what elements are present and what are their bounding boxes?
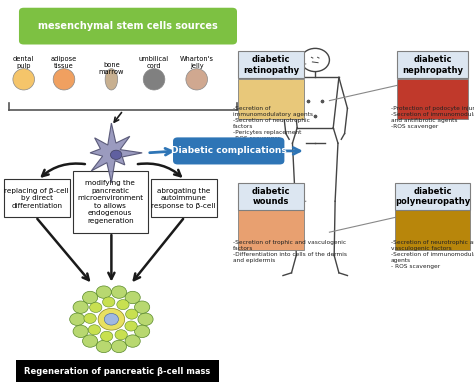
- Ellipse shape: [186, 69, 208, 90]
- Circle shape: [84, 313, 96, 324]
- Text: mesenchymal stem cells sources: mesenchymal stem cells sources: [38, 21, 218, 31]
- Circle shape: [117, 300, 129, 310]
- Circle shape: [125, 335, 140, 347]
- Circle shape: [135, 325, 150, 337]
- Ellipse shape: [143, 69, 165, 90]
- Text: -Secretion of
immunomodulatory agents
-Secretion of neurotrophic
factors
-Pericy: -Secretion of immunomodulatory agents -S…: [233, 106, 313, 141]
- Text: bone
marrow: bone marrow: [99, 62, 124, 75]
- Circle shape: [70, 313, 85, 325]
- Text: modifying the
pancreatic
microenvironment
to allows
endogenous
regeneration: modifying the pancreatic microenvironmen…: [77, 180, 143, 224]
- FancyBboxPatch shape: [238, 210, 304, 250]
- FancyBboxPatch shape: [397, 51, 468, 78]
- Circle shape: [125, 321, 137, 331]
- Circle shape: [126, 309, 138, 319]
- Circle shape: [73, 301, 88, 313]
- Circle shape: [96, 340, 111, 353]
- Text: -Secretion of trophic and vasculogenic
factors
-Differentiation into cells of th: -Secretion of trophic and vasculogenic f…: [233, 240, 347, 263]
- Circle shape: [88, 325, 100, 335]
- Circle shape: [82, 335, 98, 347]
- Circle shape: [100, 331, 113, 341]
- Text: Diabetic complications: Diabetic complications: [171, 146, 287, 156]
- Text: diabetic
retinopathy: diabetic retinopathy: [243, 55, 300, 75]
- Text: diabetic
polyneuropathy: diabetic polyneuropathy: [395, 187, 470, 206]
- Circle shape: [111, 286, 127, 298]
- Text: -Protection of podocyte injury
-Secretion of immunomodulatory
and antifibrotic a: -Protection of podocyte injury -Secretio…: [391, 106, 474, 129]
- Text: umbilical
cord: umbilical cord: [139, 56, 169, 69]
- Circle shape: [73, 325, 88, 337]
- Text: adipose
tissue: adipose tissue: [51, 56, 77, 69]
- Circle shape: [115, 330, 128, 340]
- FancyBboxPatch shape: [238, 79, 304, 119]
- FancyBboxPatch shape: [4, 179, 70, 217]
- FancyBboxPatch shape: [395, 210, 470, 250]
- Text: diabetic
wounds: diabetic wounds: [252, 187, 291, 206]
- FancyBboxPatch shape: [16, 360, 219, 382]
- Ellipse shape: [105, 69, 118, 90]
- FancyBboxPatch shape: [397, 79, 468, 119]
- Text: replacing of β-cell
by direct
differentiation: replacing of β-cell by direct differenti…: [4, 188, 69, 209]
- Circle shape: [138, 313, 153, 325]
- Circle shape: [104, 313, 118, 325]
- Circle shape: [96, 286, 111, 298]
- FancyBboxPatch shape: [73, 171, 148, 233]
- Circle shape: [135, 301, 150, 313]
- Ellipse shape: [13, 69, 35, 90]
- FancyBboxPatch shape: [151, 179, 217, 217]
- Circle shape: [82, 291, 98, 304]
- Ellipse shape: [53, 69, 75, 90]
- FancyBboxPatch shape: [19, 8, 237, 45]
- Text: -Secretion of neurotrophic and
vasculogenic factors
-Secretion of immunomodulato: -Secretion of neurotrophic and vasculoge…: [391, 240, 474, 269]
- Text: abrogating the
autoimmune
response to β-cell: abrogating the autoimmune response to β-…: [152, 188, 216, 209]
- Text: diabetic
nephropathy: diabetic nephropathy: [402, 55, 463, 75]
- FancyBboxPatch shape: [395, 183, 470, 210]
- Circle shape: [125, 291, 140, 304]
- Polygon shape: [90, 123, 142, 183]
- Text: dental
pulp: dental pulp: [13, 56, 34, 69]
- Circle shape: [110, 150, 122, 159]
- Circle shape: [111, 340, 127, 353]
- Text: Regeneration of pancreatic β-cell mass: Regeneration of pancreatic β-cell mass: [24, 366, 210, 376]
- FancyBboxPatch shape: [238, 183, 304, 210]
- Circle shape: [98, 308, 125, 330]
- FancyBboxPatch shape: [173, 137, 284, 164]
- Circle shape: [102, 297, 115, 307]
- Circle shape: [90, 302, 102, 312]
- FancyBboxPatch shape: [238, 51, 304, 78]
- Text: Wharton's
jelly: Wharton's jelly: [180, 56, 214, 69]
